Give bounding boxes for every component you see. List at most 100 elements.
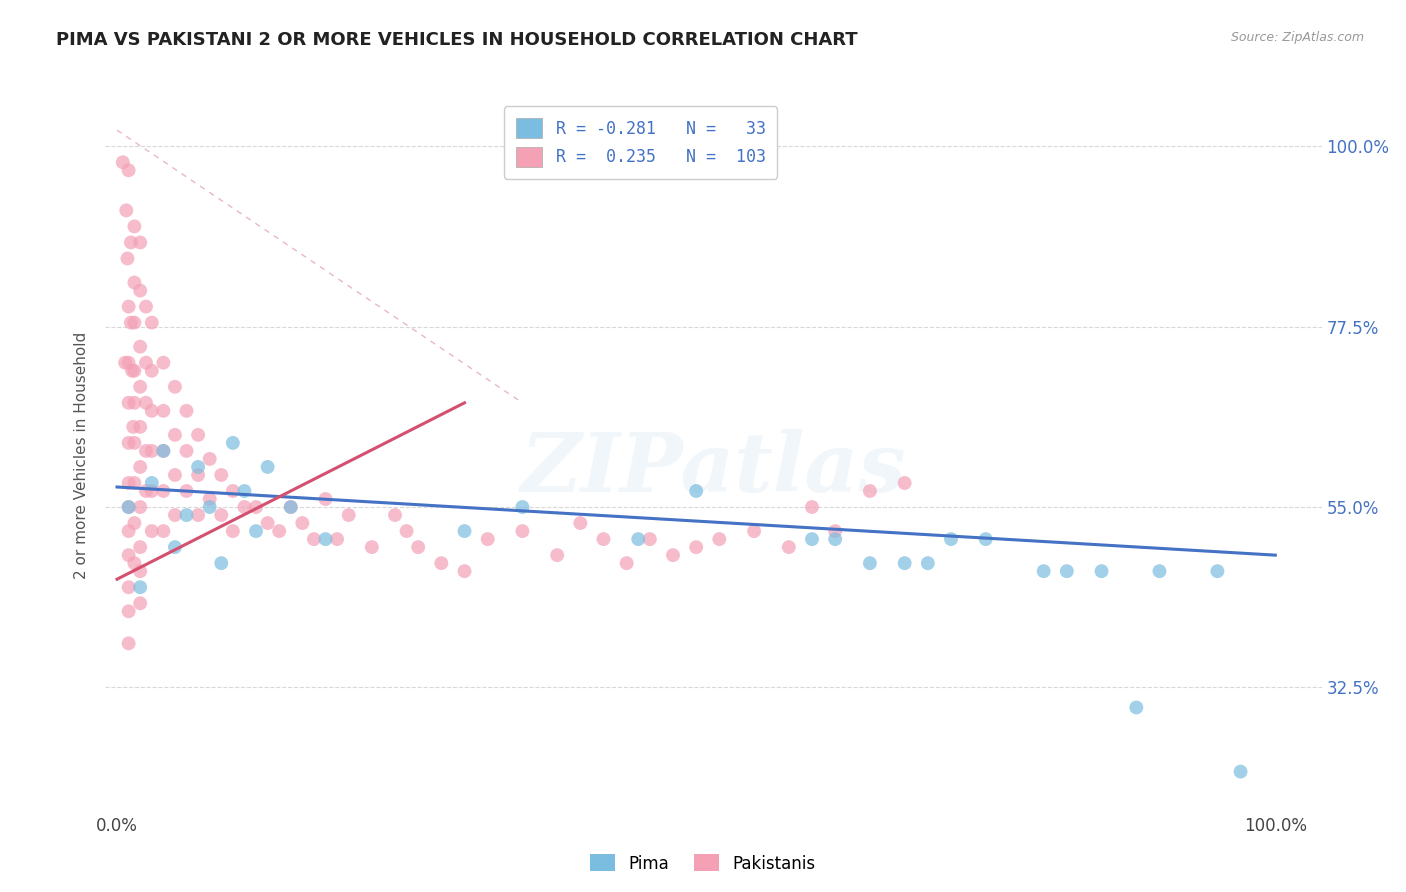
Point [124,219,146,234]
Point [430,556,453,570]
Point [117,356,139,370]
Point [778,540,800,554]
Point [1229,764,1251,779]
Point [111,155,134,169]
Point [152,483,174,498]
Point [129,500,152,514]
Point [124,516,146,530]
Point [512,500,534,514]
Point [163,540,186,554]
Point [129,540,152,554]
Point [117,604,139,618]
Point [117,636,139,650]
Point [114,356,136,370]
Point [117,163,139,178]
Point [124,276,146,290]
Point [129,284,152,298]
Point [893,475,915,490]
Point [859,483,882,498]
Point [117,524,139,538]
Point [176,483,198,498]
Point [917,556,939,570]
Point [406,540,429,554]
Point [893,556,915,570]
Point [135,396,157,410]
Point [117,252,139,266]
Point [302,532,325,546]
Point [163,508,186,522]
Point [685,483,707,498]
Point [209,556,232,570]
Point [453,524,475,538]
Point [124,364,146,378]
Point [477,532,499,546]
Point [592,532,614,546]
Point [176,508,198,522]
Point [120,316,142,330]
Point [115,203,138,218]
Point [315,532,337,546]
Point [117,548,139,562]
Point [141,475,163,490]
Point [121,364,143,378]
Point [824,532,846,546]
Point [269,524,291,538]
Point [627,532,650,546]
Point [117,436,139,450]
Point [152,444,174,458]
Point [152,524,174,538]
Point [187,467,209,482]
Point [209,508,232,522]
Point [198,491,221,506]
Point [245,500,267,514]
Point [326,532,349,546]
Point [129,340,152,354]
Point [291,516,314,530]
Point [939,532,962,546]
Point [222,436,245,450]
Point [117,300,139,314]
Text: Source: ZipAtlas.com: Source: ZipAtlas.com [1230,31,1364,45]
Point [141,364,163,378]
Point [129,420,152,434]
Point [124,396,146,410]
Point [122,420,145,434]
Point [222,483,245,498]
Point [141,404,163,418]
Point [1125,700,1147,714]
Point [280,500,302,514]
Point [124,316,146,330]
Point [638,532,661,546]
Point [163,380,186,394]
Point [176,444,198,458]
Text: PIMA VS PAKISTANI 2 OR MORE VEHICLES IN HOUSEHOLD CORRELATION CHART: PIMA VS PAKISTANI 2 OR MORE VEHICLES IN … [56,31,858,49]
Point [141,524,163,538]
Point [616,556,638,570]
Point [117,580,139,594]
Point [163,428,186,442]
Point [1206,564,1229,578]
Point [801,500,824,514]
Text: ZIPatlas: ZIPatlas [520,429,907,509]
Point [685,540,707,554]
Point [141,483,163,498]
Point [141,444,163,458]
Point [129,596,152,610]
Point [129,564,152,578]
Point [129,380,152,394]
Point [117,475,139,490]
Point [256,516,278,530]
Point [135,356,157,370]
Point [152,356,174,370]
Point [859,556,882,570]
Point [709,532,731,546]
Point [801,532,824,546]
Point [129,580,152,594]
Point [135,444,157,458]
Point [1090,564,1112,578]
Point [117,500,139,514]
Point [662,548,685,562]
Point [395,524,418,538]
Point [569,516,592,530]
Point [152,404,174,418]
